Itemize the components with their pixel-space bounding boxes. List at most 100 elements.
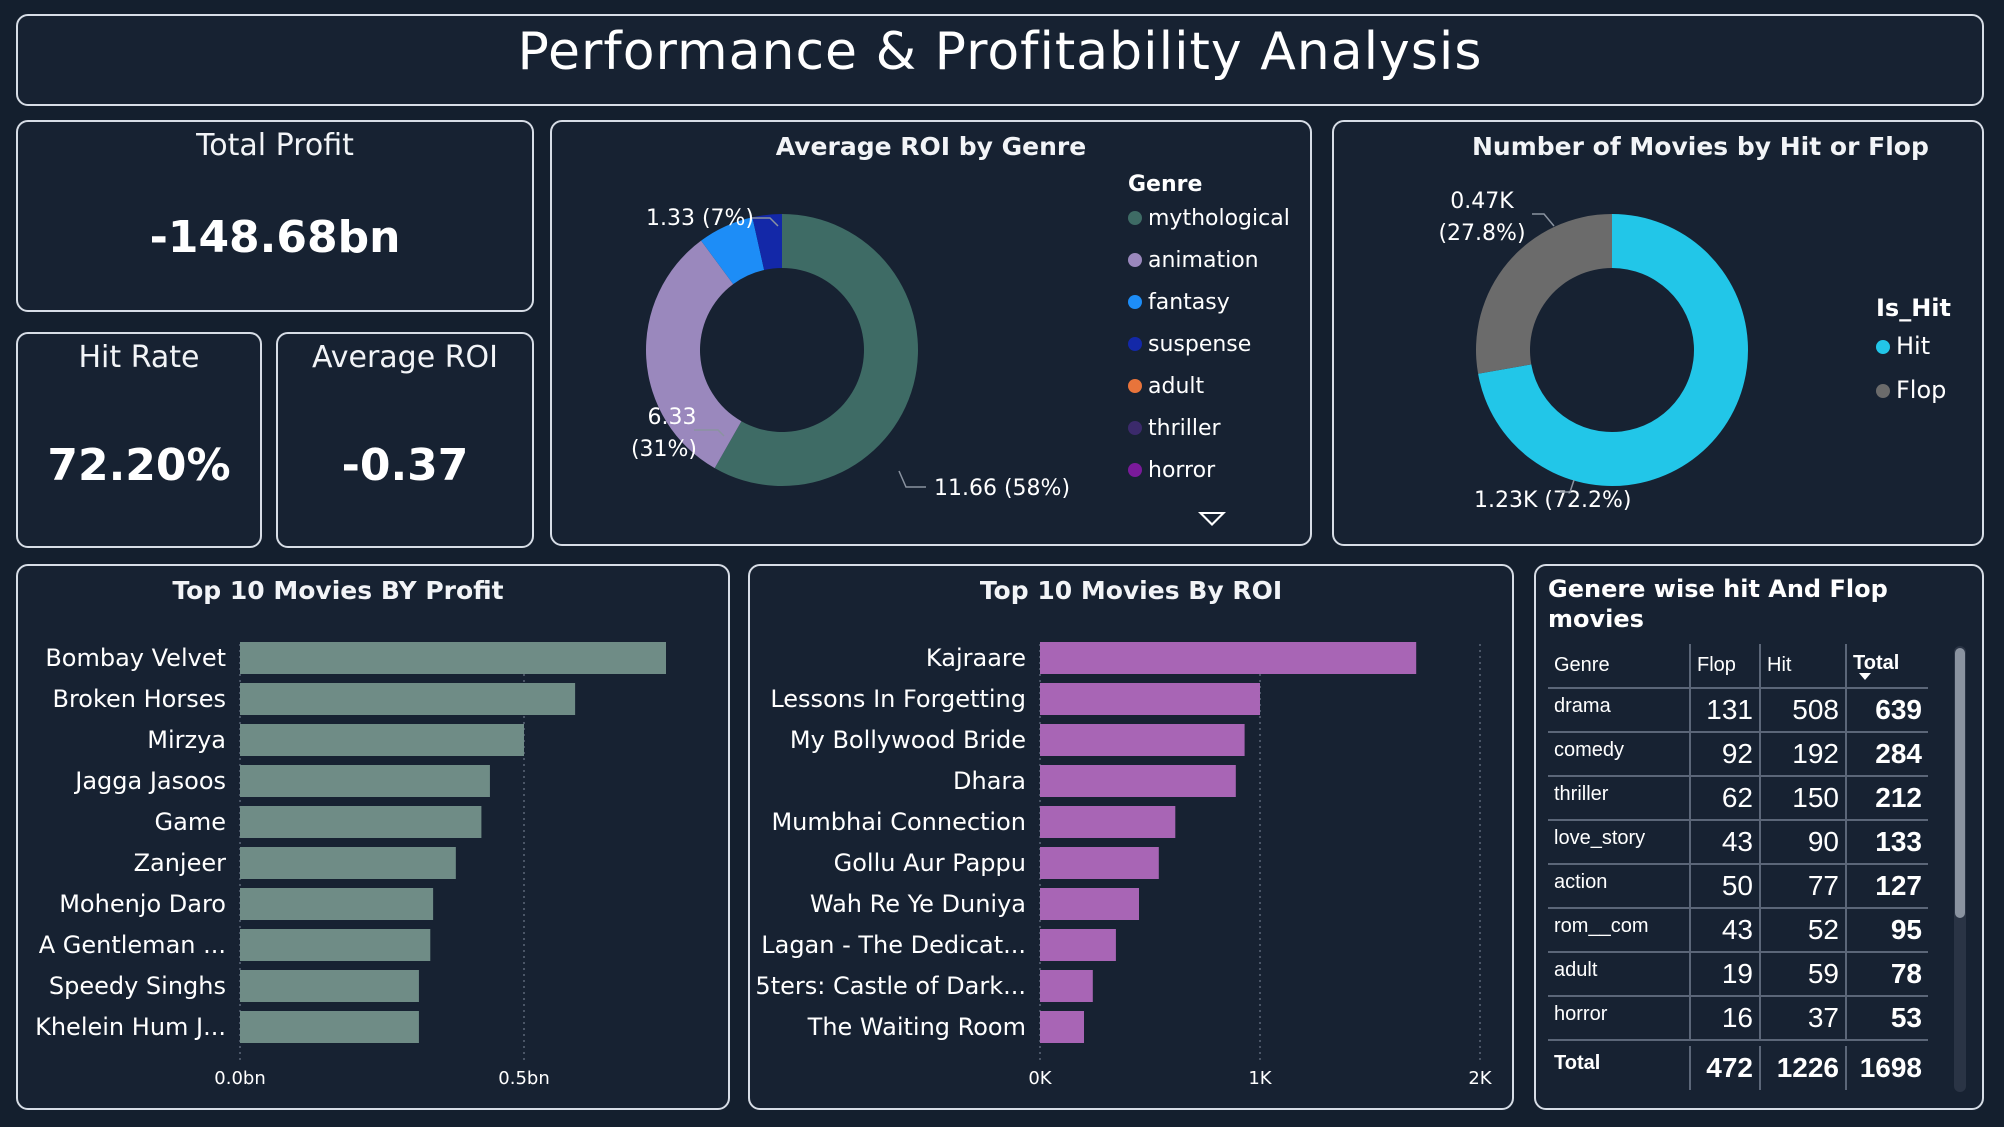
leader-line <box>1532 213 1555 227</box>
total-cell: 284 <box>1846 732 1928 777</box>
leader-line <box>898 470 926 488</box>
y-category-label: Gollu Aur Pappu <box>834 849 1026 877</box>
table-viewport: Genre Flop Hit Total drama 131 508 639 comedy 92… <box>1548 644 1928 1092</box>
table-row[interactable]: action 50 77 127 <box>1548 864 1928 909</box>
page-title: Performance & Profitability Analysis <box>517 22 1483 82</box>
kpi-label: Average ROI <box>311 340 499 375</box>
table-scrollbar[interactable] <box>1954 646 1966 1092</box>
total-cell: 127 <box>1846 864 1928 909</box>
data-label: 6.33 <box>648 405 697 430</box>
bar <box>1040 642 1417 674</box>
data-label: (31%) <box>631 437 697 462</box>
bar <box>240 1011 419 1043</box>
table-scrollbar-thumb[interactable] <box>1955 648 1965 918</box>
kpi-value: -148.68bn <box>149 212 401 263</box>
profit-bar-chart[interactable]: 0.0bn 0.5bn Bombay Velvet Broken Horses Mirz… <box>18 566 732 1112</box>
y-category-label: My Bollywood Bride <box>790 726 1026 754</box>
total-cell: 53 <box>1846 996 1928 1041</box>
hit-flop-donut-chart[interactable]: 1.23K (72.2%) 0.47K (27.8%) <box>1334 122 1986 548</box>
legend-dot-icon <box>1128 211 1142 225</box>
y-category-label: 5ters: Castle of Dark... <box>755 972 1026 1000</box>
legend-item-hit[interactable]: Hit <box>1876 332 1930 360</box>
hit-flop-panel[interactable]: Number of Movies by Hit or Flop 1.23K (7… <box>1332 120 1984 546</box>
y-category-label: Mirzya <box>147 726 226 754</box>
flop-cell: 16 <box>1690 996 1761 1041</box>
legend-label: suspense <box>1148 332 1252 357</box>
table-header-row: Genre Flop Hit Total <box>1548 644 1928 689</box>
legend-item-suspense[interactable]: suspense <box>1128 332 1251 357</box>
legend-item-fantasy[interactable]: fantasy <box>1128 290 1230 315</box>
kpi-hit-rate[interactable]: Hit Rate 72.20% <box>16 332 262 548</box>
table-row[interactable]: thriller 62 150 212 <box>1548 776 1928 821</box>
genre-cell: rom__com <box>1548 908 1691 953</box>
column-header-genre[interactable]: Genre <box>1548 644 1691 689</box>
hit-cell: 508 <box>1760 688 1847 733</box>
legend-item-thriller[interactable]: thriller <box>1128 416 1221 441</box>
bar <box>240 806 482 838</box>
bar <box>240 642 666 674</box>
table-row[interactable]: horror 16 37 53 <box>1548 996 1928 1041</box>
y-category-label: Kajraare <box>926 644 1026 672</box>
column-header-total[interactable]: Total <box>1846 644 1928 689</box>
kpi-value: -0.37 <box>341 440 469 491</box>
y-category-label: The Waiting Room <box>807 1013 1026 1041</box>
legend-item-animation[interactable]: animation <box>1128 248 1259 273</box>
bar <box>240 888 434 920</box>
leader-line <box>1560 479 1575 493</box>
legend-label: horror <box>1148 458 1216 483</box>
y-category-label: Lessons In Forgetting <box>770 685 1026 713</box>
hit-cell: 59 <box>1760 952 1847 997</box>
kpi-total-profit[interactable]: Total Profit -148.68bn <box>16 120 534 312</box>
total-label: Total <box>1548 1046 1691 1090</box>
y-category-label: Broken Horses <box>52 685 226 713</box>
data-label: (27.8%) <box>1438 221 1525 246</box>
flop-cell: 19 <box>1690 952 1761 997</box>
genre-cell: drama <box>1548 688 1691 733</box>
genre-cell: thriller <box>1548 776 1691 821</box>
data-label: 1.23K (72.2%) <box>1474 488 1631 513</box>
roi-donut-chart[interactable]: 11.66 (58%) 6.33 (31%) 1.33 (7%) <box>552 122 1314 548</box>
legend-dot-icon <box>1128 421 1142 435</box>
total-cell: 639 <box>1846 688 1928 733</box>
donut-slice-hit <box>1478 214 1748 486</box>
flop-cell: 50 <box>1690 864 1761 909</box>
genre-table-panel[interactable]: Genere wise hit And Flop movies Genre Flo… <box>1534 564 1984 1110</box>
total-cell: 212 <box>1846 776 1928 821</box>
legend-item-adult[interactable]: adult <box>1128 374 1204 399</box>
table-row[interactable]: comedy 92 192 284 <box>1548 732 1928 777</box>
y-category-label: Zanjeer <box>134 849 227 877</box>
y-category-label: Game <box>155 808 226 836</box>
table-row[interactable]: love_story 43 90 133 <box>1548 820 1928 865</box>
bar <box>1040 806 1176 838</box>
kpi-label: Total Profit <box>196 128 354 163</box>
flop-cell: 62 <box>1690 776 1761 821</box>
hit-total: 1226 <box>1760 1046 1847 1090</box>
roi-by-genre-panel[interactable]: Average ROI by Genre 11.66 (58%) 6.33 (31%… <box>550 120 1312 546</box>
hit-cell: 77 <box>1760 864 1847 909</box>
legend-dot-icon <box>1128 337 1142 351</box>
table-total-row: Total 472 1226 1698 <box>1548 1046 1928 1090</box>
genre-cell: adult <box>1548 952 1691 997</box>
kpi-average-roi[interactable]: Average ROI -0.37 <box>276 332 534 548</box>
table-row[interactable]: drama 131 508 639 <box>1548 688 1928 733</box>
top10-roi-panel[interactable]: Top 10 Movies By ROI 0K 1K 2K Kajraare Lesso… <box>748 564 1514 1110</box>
kpi-label: Hit Rate <box>78 340 200 375</box>
bar <box>1040 1011 1084 1043</box>
y-category-label: Dhara <box>953 767 1026 795</box>
legend-item-horror[interactable]: horror <box>1128 458 1215 483</box>
hit-cell: 150 <box>1760 776 1847 821</box>
top10-profit-panel[interactable]: Top 10 Movies BY Profit 0.0bn 0.5bn Bombay… <box>16 564 730 1110</box>
chart-title: Top 10 Movies BY Profit <box>172 576 504 605</box>
flop-cell: 92 <box>1690 732 1761 777</box>
table-row[interactable]: rom__com 43 52 95 <box>1548 908 1928 953</box>
chart-title: Top 10 Movies By ROI <box>979 576 1283 605</box>
column-header-flop[interactable]: Flop <box>1690 644 1761 689</box>
legend-item-flop[interactable]: Flop <box>1876 376 1946 404</box>
table-row[interactable]: adult 19 59 78 <box>1548 952 1928 997</box>
legend-item-mythological[interactable]: mythological <box>1128 206 1290 231</box>
column-header-hit[interactable]: Hit <box>1760 644 1847 689</box>
y-category-label: A Gentleman ... <box>39 931 226 959</box>
roi-bar-chart[interactable]: 0K 1K 2K Kajraare Lessons In Forgetting My Bo… <box>750 566 1516 1112</box>
donut-slice-fantasy <box>701 217 765 285</box>
sort-descending-icon[interactable] <box>1859 672 1871 680</box>
